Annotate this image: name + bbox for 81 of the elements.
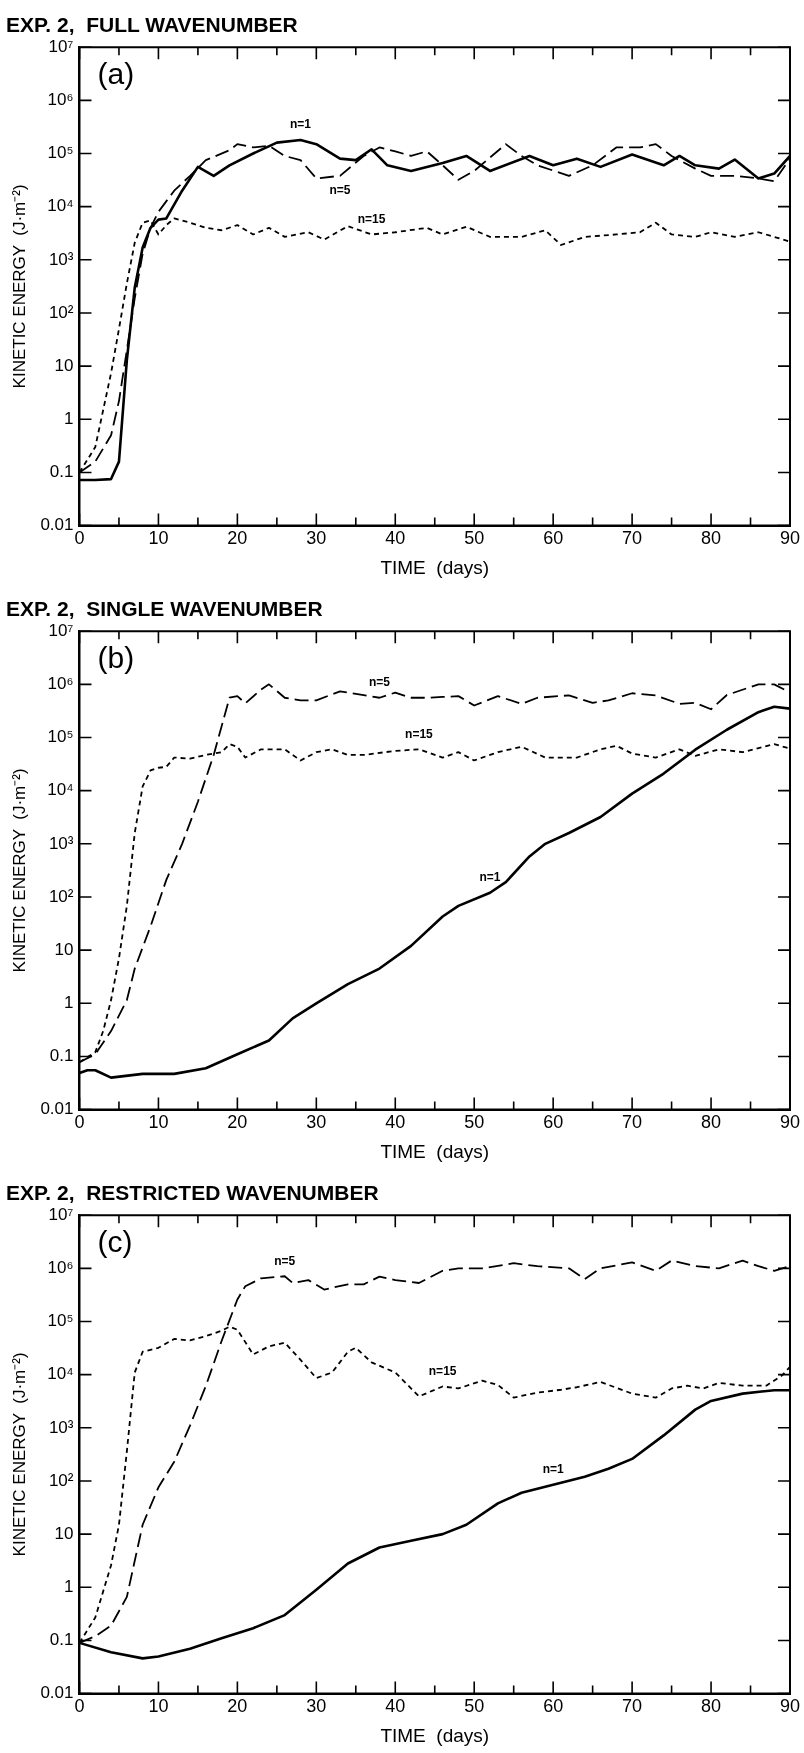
y-tick-label: 10³ — [48, 833, 74, 853]
chart-title: EXP. 2, FULL WAVENUMBER — [6, 13, 298, 37]
y-tick-label: 10⁴ — [47, 780, 74, 800]
chart-title: EXP. 2, SINGLE WAVENUMBER — [6, 597, 323, 621]
x-tick-label: 60 — [543, 1696, 564, 1717]
y-tick-label: 10⁷ — [48, 620, 74, 640]
x-tick-label: 80 — [701, 1696, 722, 1717]
x-tick-label: 0 — [74, 1696, 85, 1717]
annotation: n=1 — [542, 1462, 564, 1477]
y-tick-label: 1 — [64, 408, 74, 428]
x-tick-label: 50 — [464, 528, 485, 549]
x-tick-label: 10 — [148, 528, 169, 549]
x-tick-label: 80 — [701, 1112, 722, 1133]
y-tick-label: 10⁷ — [48, 36, 74, 56]
y-tick-label: 10 — [54, 355, 74, 375]
y-tick-label: 10² — [48, 886, 74, 906]
annotation: n=5 — [274, 1253, 296, 1268]
y-tick-label: 10⁴ — [47, 1364, 74, 1384]
x-tick-label: 60 — [543, 1112, 564, 1133]
x-tick-label: 30 — [306, 1696, 327, 1717]
y-tick-label: 0.01 — [40, 1683, 74, 1703]
y-tick-label: 10 — [54, 939, 74, 959]
y-tick-label: 0.01 — [40, 515, 74, 535]
annotation: n=5 — [368, 675, 391, 690]
y-axis-title: KINETIC ENERGY (J·m⁻²) — [9, 184, 29, 389]
x-tick-label: 40 — [385, 1696, 406, 1717]
y-tick-label: 10 — [54, 1523, 74, 1543]
x-tick-label: 90 — [779, 528, 801, 549]
y-tick-label: 10⁵ — [47, 143, 74, 163]
x-tick-label: 10 — [148, 1696, 169, 1717]
x-tick-label: 70 — [622, 1112, 643, 1133]
x-axis-title: TIME (days) — [380, 1140, 490, 1162]
x-tick-label: 40 — [385, 1112, 406, 1133]
y-tick-label: 10⁵ — [47, 1311, 74, 1331]
x-tick-label: 30 — [306, 1112, 327, 1133]
y-tick-label: 10⁶ — [47, 90, 74, 110]
annotation: (c) — [97, 1225, 133, 1259]
x-tick-label: 70 — [622, 1696, 643, 1717]
y-tick-label: 10³ — [48, 249, 74, 269]
y-axis-title: KINETIC ENERGY (J·m⁻²) — [9, 1352, 29, 1557]
y-tick-label: 10⁵ — [47, 727, 74, 747]
chart-title: EXP. 2, RESTRICTED WAVENUMBER — [6, 1181, 379, 1205]
y-tick-label: 1 — [64, 992, 74, 1012]
x-tick-label: 10 — [148, 1112, 169, 1133]
x-tick-label: 30 — [306, 528, 327, 549]
y-tick-label: 10⁷ — [48, 1204, 74, 1224]
y-tick-label: 10⁶ — [47, 674, 74, 694]
x-tick-label: 0 — [74, 1112, 85, 1133]
y-tick-label: 0.1 — [49, 1630, 74, 1650]
x-tick-label: 40 — [385, 528, 406, 549]
y-tick-label: 10² — [48, 1470, 74, 1490]
x-tick-label: 80 — [701, 528, 722, 549]
annotation: n=5 — [329, 183, 351, 198]
y-tick-label: 0.1 — [49, 1046, 74, 1066]
annotation: (a) — [97, 57, 135, 91]
x-tick-label: 0 — [74, 528, 85, 549]
x-tick-label: 20 — [227, 1696, 248, 1717]
x-tick-label: 50 — [464, 1696, 485, 1717]
y-tick-label: 10³ — [48, 1417, 74, 1437]
x-tick-label: 60 — [543, 528, 564, 549]
y-tick-label: 10⁴ — [47, 196, 74, 216]
x-tick-label: 90 — [779, 1696, 801, 1717]
annotation: n=1 — [479, 870, 501, 885]
y-tick-label: 1 — [64, 1576, 74, 1596]
annotation: n=15 — [428, 1363, 457, 1378]
y-axis-title: KINETIC ENERGY (J·m⁻²) — [9, 768, 29, 973]
x-tick-label: 50 — [464, 1112, 485, 1133]
y-tick-label: 10⁶ — [47, 1258, 74, 1278]
annotation: n=1 — [290, 117, 312, 132]
annotation: n=15 — [405, 726, 434, 741]
annotation: n=15 — [357, 211, 386, 226]
x-tick-label: 20 — [227, 528, 248, 549]
y-tick-label: 10² — [48, 302, 74, 322]
annotation: (b) — [97, 641, 135, 675]
y-tick-label: 0.1 — [49, 462, 74, 482]
x-axis-title: TIME (days) — [380, 1724, 490, 1746]
x-axis-title: TIME (days) — [380, 556, 490, 578]
x-tick-label: 20 — [227, 1112, 248, 1133]
x-tick-label: 70 — [622, 528, 643, 549]
x-tick-label: 90 — [779, 1112, 801, 1133]
y-tick-label: 0.01 — [40, 1099, 74, 1119]
